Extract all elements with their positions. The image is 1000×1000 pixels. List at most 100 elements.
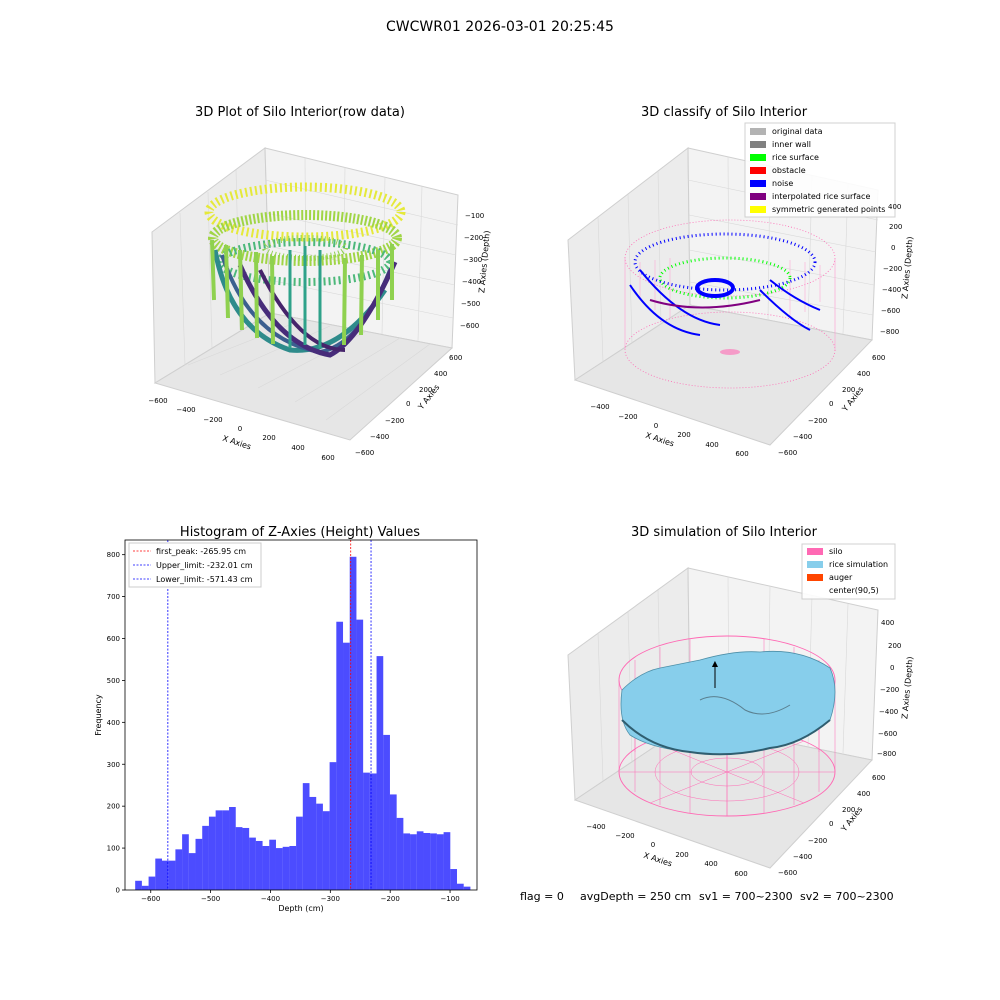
histogram-ytick-label: 600 — [107, 635, 120, 643]
legend-swatch — [750, 154, 766, 161]
histogram-bar — [188, 853, 196, 890]
simulation-ytick: −600 — [778, 869, 797, 877]
raw-xtick: −600 — [148, 397, 167, 405]
simulation-ztick: −600 — [878, 730, 897, 738]
panel-raw-3d: 3D Plot of Silo Interior(row data) −600 — [148, 105, 491, 462]
legend-label: auger — [829, 573, 853, 582]
simulation-ytick: 0 — [829, 820, 833, 828]
status-sv1: sv1 = 700~2300 — [699, 890, 793, 903]
figure-title: CWCWR01 2026-03-01 20:25:45 — [386, 19, 614, 35]
raw-ytick: −200 — [385, 417, 404, 425]
classify-ztick: −400 — [882, 286, 901, 294]
simulation-xlabel: X Axies — [642, 851, 673, 869]
raw-ytick: 200 — [419, 386, 432, 394]
simulation-ztick: 200 — [888, 642, 901, 650]
raw-ytick: −600 — [355, 449, 374, 457]
histogram-panel: Histogram of Z-Axies (Height) Values −60… — [94, 525, 478, 913]
raw-yticks: 600 200 0 −200 −400 −600 400 — [355, 354, 462, 457]
simulation-xtick: 400 — [704, 860, 717, 868]
panel-simulation-3d: 3D simulation of Silo Interior ▲ — [567, 525, 915, 878]
legend-label: obstacle — [772, 166, 806, 175]
histogram-bar — [356, 619, 364, 890]
rice-simulation-edge — [621, 719, 831, 756]
histogram-bar — [229, 807, 236, 890]
histogram-bar — [349, 556, 357, 890]
simulation-ztick: −400 — [879, 708, 898, 716]
simulation-xtick: 0 — [651, 841, 655, 849]
histogram-ytick-label: 0 — [116, 887, 120, 895]
status-flag: flag = 0 — [520, 890, 564, 903]
simulation-title: 3D simulation of Silo Interior — [631, 525, 818, 540]
legend-label: first_peak: -265.95 cm — [156, 547, 246, 556]
raw-ztick: −400 — [462, 278, 481, 286]
classify-ztick: 0 — [891, 244, 895, 252]
histogram-bar — [443, 832, 451, 890]
histogram-bar — [389, 794, 397, 890]
histogram-bar — [135, 880, 142, 890]
histogram-xticks: −600 −500 −400 −300 −200 −100 — [141, 890, 460, 903]
histogram-ytick-label: 400 — [107, 719, 120, 727]
legend-swatch — [807, 561, 823, 568]
center-arrow-icon: ▲ — [712, 659, 719, 668]
simulation-xtick: 600 — [734, 870, 747, 878]
raw-ytick: 400 — [434, 370, 447, 378]
legend-swatch — [750, 206, 766, 213]
status-avg-depth: avgDepth = 250 cm — [580, 890, 691, 903]
raw-ztick: −200 — [464, 234, 483, 242]
histogram-ytick-label: 200 — [107, 803, 120, 811]
status-sv2: sv2 = 700~2300 — [800, 890, 894, 903]
simulation-ztick: −200 — [880, 686, 899, 694]
histogram-bar — [195, 838, 203, 890]
histogram-bar — [155, 858, 162, 890]
histogram-frame — [124, 539, 478, 891]
simulation-xtick: −400 — [586, 823, 605, 831]
legend-label: original data — [772, 127, 823, 136]
legend-label: rice simulation — [829, 560, 888, 569]
raw-ztick: −500 — [461, 300, 480, 308]
classify-ztick: 200 — [889, 223, 902, 231]
panel-classify-3d: 3D classify of Silo Interior or — [567, 105, 915, 458]
raw-xlabel: X Axies — [221, 434, 252, 452]
legend-label: symmetric generated points — [772, 205, 885, 214]
histogram-bar — [457, 883, 464, 890]
simulation-ytick: 200 — [842, 806, 855, 814]
legend-label: rice surface — [772, 153, 819, 162]
raw-ytick: 600 — [449, 354, 462, 362]
histogram-xtick-label: −300 — [321, 895, 340, 903]
histogram-bar — [363, 772, 370, 890]
histogram-bar — [309, 796, 317, 890]
classify-ytick: −400 — [793, 433, 812, 441]
classify-ztick: −200 — [883, 265, 902, 273]
raw-title: 3D Plot of Silo Interior(row data) — [195, 105, 405, 120]
classify-xlabel: X Axies — [644, 431, 675, 449]
simulation-zticks: 400 200 0 −200 −400 −600 −800 — [877, 619, 901, 758]
histogram-xtick-label: −100 — [440, 895, 459, 903]
histogram-bar — [161, 860, 169, 890]
histogram-title: Histogram of Z-Axies (Height) Values — [180, 525, 420, 540]
simulation-ytick: 600 — [872, 774, 885, 782]
histogram-bar — [329, 762, 337, 890]
classify-ztick: −600 — [881, 307, 900, 315]
raw-zticks: −100 −200 −300 −400 −500 −600 — [460, 212, 484, 330]
classify-xtick: −400 — [590, 403, 609, 411]
histogram-bar — [343, 642, 350, 890]
classify-yticks: 600 400 200 0 −200 −400 −600 — [778, 354, 885, 457]
histogram-bar — [235, 827, 243, 890]
histogram-bar — [436, 834, 444, 890]
raw-xticks: −600 −400 −200 0 200 400 600 — [148, 397, 334, 462]
classify-xtick: 600 — [735, 450, 748, 458]
histogram-bar — [242, 827, 250, 890]
histogram-ytick-label: 800 — [107, 551, 120, 559]
histogram-ytick-label: 700 — [107, 593, 120, 601]
histogram-bar — [148, 876, 156, 890]
classify-ztick: −800 — [880, 328, 899, 336]
histogram-bar — [222, 810, 230, 890]
raw-point-cloud — [204, 182, 406, 358]
simulation-ytick: −400 — [793, 853, 812, 861]
histogram-bar — [208, 816, 216, 890]
classify-zticks: 400 200 0 −200 −400 −600 −800 — [880, 203, 902, 336]
histogram-bars — [135, 556, 471, 890]
classify-xtick: 0 — [654, 422, 658, 430]
simulation-pane-floor — [573, 722, 873, 869]
classify-ytick: −200 — [808, 417, 827, 425]
